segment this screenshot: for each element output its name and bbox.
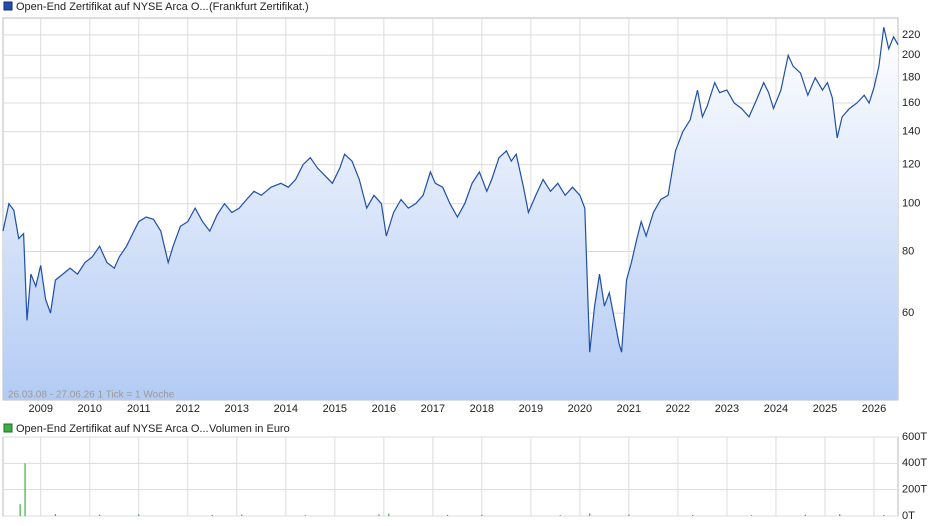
x-tick-label: 2011 (127, 403, 151, 415)
x-tick-label: 2025 (813, 403, 837, 415)
volume-bar (481, 514, 483, 516)
x-tick-label: 2023 (715, 403, 739, 415)
legend-swatch (3, 423, 13, 433)
x-tick-label: 2021 (617, 403, 641, 415)
x-tick-label: 2020 (568, 403, 592, 415)
range-annotation: 26.03.08 - 27.06.26 1 Tick = 1 Woche (8, 390, 175, 401)
y-tick-label: 160 (902, 97, 920, 109)
price-line (2, 27, 899, 353)
y-tick-label: 220 (902, 29, 920, 41)
x-tick-label: 2012 (176, 403, 200, 415)
volume-bar (446, 514, 449, 516)
x-tick-label: 2022 (666, 403, 690, 415)
y-tick-label: 200 (902, 49, 920, 61)
y-tick-label: 140 (902, 126, 920, 138)
y-tick-label: 200T (902, 484, 927, 496)
volume-bar (750, 515, 753, 516)
x-tick-label: 2016 (372, 403, 396, 415)
volume-bar (839, 514, 841, 516)
plot-frame (2, 436, 899, 517)
legend-subtitle: (Frankfurt Zertifikat.) (209, 1, 309, 13)
y-tick-label: 0T (902, 510, 915, 522)
volume-bar (98, 514, 101, 516)
legend-label: Open-End Zertifikat auf NYSE Arca O... (16, 423, 209, 435)
y-tick-label: 180 (902, 72, 920, 84)
legend-label: Open-End Zertifikat auf NYSE Arca O... (16, 1, 209, 13)
x-tick-label: 2015 (323, 403, 347, 415)
x-tick-label: 2017 (421, 403, 445, 415)
volume-bar (138, 514, 140, 516)
volume-bar (241, 514, 243, 516)
volume-bar (24, 463, 26, 516)
y-tick-label: 600T (902, 431, 927, 443)
y-tick-label: 400T (902, 457, 927, 469)
y-tick-label: 60 (902, 307, 914, 319)
volume-bar (304, 515, 307, 516)
x-tick-label: 2019 (519, 403, 543, 415)
volume-bar (628, 514, 630, 516)
area-fill (3, 27, 898, 400)
volume-bar (559, 515, 561, 516)
volume-bar (54, 514, 57, 516)
y-tick-label: 100 (902, 198, 920, 210)
x-tick-label: 2026 (862, 403, 886, 415)
volume-bar (378, 514, 380, 516)
y-tick-label: 80 (902, 245, 914, 257)
volume-bar (388, 513, 390, 516)
x-tick-label: 2024 (764, 403, 788, 415)
volume-bar (883, 514, 885, 516)
volume-bar (804, 514, 806, 516)
x-tick-label: 2014 (274, 403, 298, 415)
legend-swatch (3, 1, 13, 11)
volume-bar (19, 504, 21, 516)
y-tick-label: 120 (902, 159, 920, 171)
x-tick-label: 2009 (28, 403, 52, 415)
volume-bar (692, 514, 694, 516)
volume-bar (589, 513, 591, 516)
volume-bar (211, 514, 213, 516)
x-tick-label: 2010 (78, 403, 102, 415)
x-tick-label: 2013 (225, 403, 249, 415)
legend-subtitle: Volumen in Euro (209, 423, 290, 435)
x-tick-label: 2018 (470, 403, 494, 415)
